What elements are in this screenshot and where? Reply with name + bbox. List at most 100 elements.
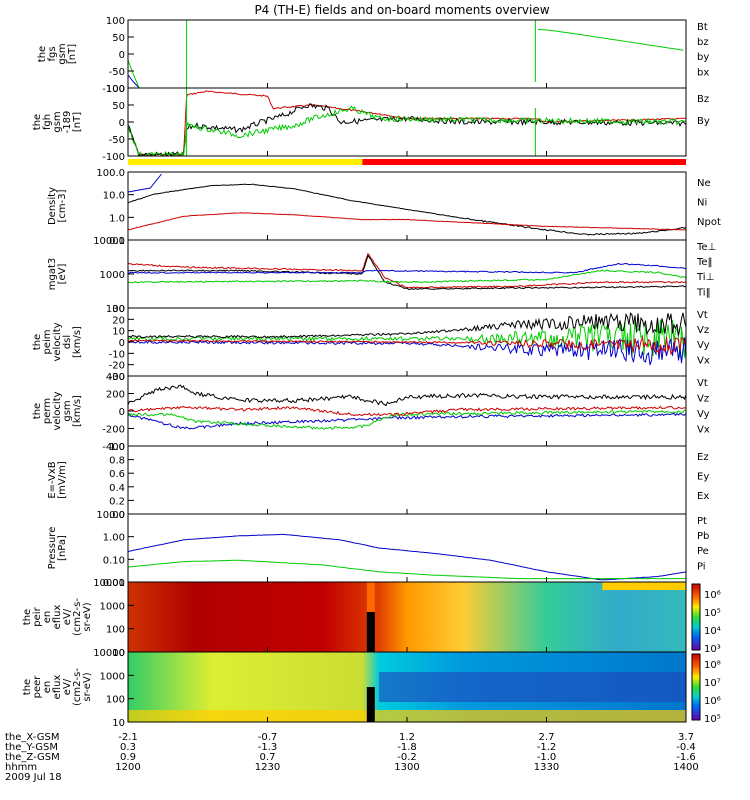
- panel-frame: [127, 19, 687, 89]
- y-axis-title: the: [32, 334, 43, 350]
- panel-perm: 400 200 0 -200 -400 the perm velocity gsm [km/s] V…: [32, 372, 710, 453]
- mode-bar-slow: [128, 159, 363, 165]
- y-axis-title: [eV]: [57, 264, 68, 285]
- x-tick-value: 1400: [673, 762, 698, 773]
- x-tick-value: -1.6: [676, 752, 696, 763]
- x-tick-value: -0.2: [397, 752, 417, 763]
- spectrogram-ions: [128, 582, 686, 652]
- legend-vx: Vx: [697, 355, 710, 366]
- y-axis-title: peer: [32, 675, 43, 699]
- y-axis-title: [nT]: [67, 44, 78, 64]
- legend-vt: Vt: [697, 378, 708, 389]
- series-pe: [128, 559, 686, 580]
- x-row-label: hhmm: [5, 762, 37, 773]
- panel-peer: 10000 1000 100 10 the peer en eflux eV/(cm2-s-sr…: [22, 648, 721, 729]
- colorbar-label: 10⁷: [704, 678, 721, 689]
- x-tick-value: -0.7: [258, 732, 278, 743]
- x-tick-value: -1.3: [258, 742, 278, 753]
- legend-vz: Vz: [697, 394, 709, 405]
- y-tick-label: -400: [102, 442, 125, 453]
- spectrogram-electrons-band: [379, 672, 686, 702]
- panel-pressure: 10.00 1.00 0.10 0.01 Pressure [nPa] Pt Pb Pe Pi: [47, 510, 709, 589]
- y-axis-title: peim: [42, 329, 53, 354]
- panel-frame: [127, 239, 687, 309]
- series-vy: [128, 409, 686, 430]
- y-axis-title: the: [37, 46, 48, 62]
- y-tick-label: -50: [109, 67, 125, 78]
- y-tick-label: 0: [119, 50, 125, 61]
- legend-ex: Ex: [697, 491, 709, 502]
- panel-perm-plot: [128, 384, 686, 430]
- panel-frame: [127, 375, 687, 447]
- colorbar-label: 10⁶: [704, 696, 721, 707]
- y-axis-title: velocity: [52, 391, 63, 430]
- y-axis-title: peir: [32, 606, 43, 626]
- panel-peir: 10000 1000 100 10 the peir en eflux eV/(cm2-s-sr…: [22, 578, 721, 659]
- y-tick-label: 1000: [100, 270, 125, 281]
- y-axis-title: Density: [47, 187, 58, 225]
- y-axis-title: gsm: [57, 43, 68, 64]
- y-axis-title: fgs: [47, 46, 58, 61]
- y-tick-label: 100: [106, 16, 125, 27]
- y-axis-title: the: [22, 679, 33, 695]
- panel-fgh-plot: [128, 88, 686, 156]
- y-tick-label: 1.0: [109, 213, 125, 224]
- x-row-label: the_Z-GSM: [5, 752, 60, 763]
- series-vy: [128, 319, 686, 358]
- x-tick-value: 1230: [255, 762, 280, 773]
- y-tick-label: 10000: [93, 236, 125, 247]
- y-tick-label: 1000: [100, 601, 125, 612]
- legend-bz: Bz: [697, 94, 709, 105]
- panel-fgs-plot: [128, 20, 684, 88]
- series-ni: [128, 183, 686, 236]
- legend-te⊥: Te⊥: [696, 242, 716, 253]
- y-axis-title: [km/s]: [72, 326, 83, 358]
- series-vt: [128, 312, 686, 339]
- series-ne: [128, 212, 686, 231]
- y-tick-label: 0.8: [109, 456, 125, 467]
- date-label: 2009 Jul 18: [5, 772, 62, 783]
- x-tick-value: 1330: [534, 762, 559, 773]
- y-tick-label: 100.0: [96, 168, 125, 179]
- y-axis-title: gsm: [52, 111, 63, 132]
- y-tick-label: 400: [106, 372, 125, 383]
- y-axis-title: eflux: [52, 675, 63, 700]
- mode-bar-fast: [362, 159, 686, 165]
- y-axis-title: eflux: [52, 605, 63, 630]
- legend-vy: Vy: [697, 409, 710, 420]
- series-by-decay: [538, 29, 684, 51]
- panel-temp: 10000 1000 100 mgat3 [eV] Te⊥ Te‖ Ti⊥ Ti‖: [47, 236, 716, 315]
- y-tick-label: 1000: [100, 671, 125, 682]
- chart-title: P4 (TH-E) fields and on-board moments ov…: [254, 3, 549, 17]
- y-tick-label: -50: [109, 135, 125, 146]
- y-axis-title: fgh: [42, 114, 53, 130]
- y-axis-title: (cm2-s-: [72, 668, 83, 706]
- y-tick-label: 10.00: [96, 510, 125, 521]
- y-tick-label: 1.00: [103, 533, 125, 544]
- legend-pb: Pb: [697, 531, 709, 542]
- x-row-label: the_X-GSM: [5, 732, 59, 743]
- y-axis-title: -189: [62, 111, 73, 134]
- y-tick-label: -10: [109, 349, 125, 360]
- colorbar: [691, 653, 701, 721]
- y-tick-label: 0.2: [109, 496, 125, 507]
- y-tick-label: -100: [102, 152, 125, 163]
- legend-ez: Ez: [697, 452, 709, 463]
- y-tick-label: 100: [106, 625, 125, 636]
- y-tick-label: 200: [106, 390, 125, 401]
- panel-pressure-plot: [128, 533, 686, 581]
- y-tick-label: 10: [112, 327, 125, 338]
- series-te-par: [128, 254, 686, 291]
- y-axis-title: [mV/m]: [57, 461, 68, 499]
- panel-peer-plot: [128, 652, 686, 722]
- y-axis-title: sr-eV): [82, 602, 93, 631]
- series-ti-perp: [128, 262, 686, 274]
- y-tick-label: -20: [109, 361, 125, 372]
- data-gap-ions: [366, 612, 375, 652]
- panel-density: 100.0 10.0 1.0 0.1 Density [cm-3] Ne Ni Npot: [47, 168, 721, 247]
- y-tick-label: 0: [119, 407, 125, 418]
- series-by-start: [128, 59, 140, 88]
- gap-top-ions: [366, 582, 375, 612]
